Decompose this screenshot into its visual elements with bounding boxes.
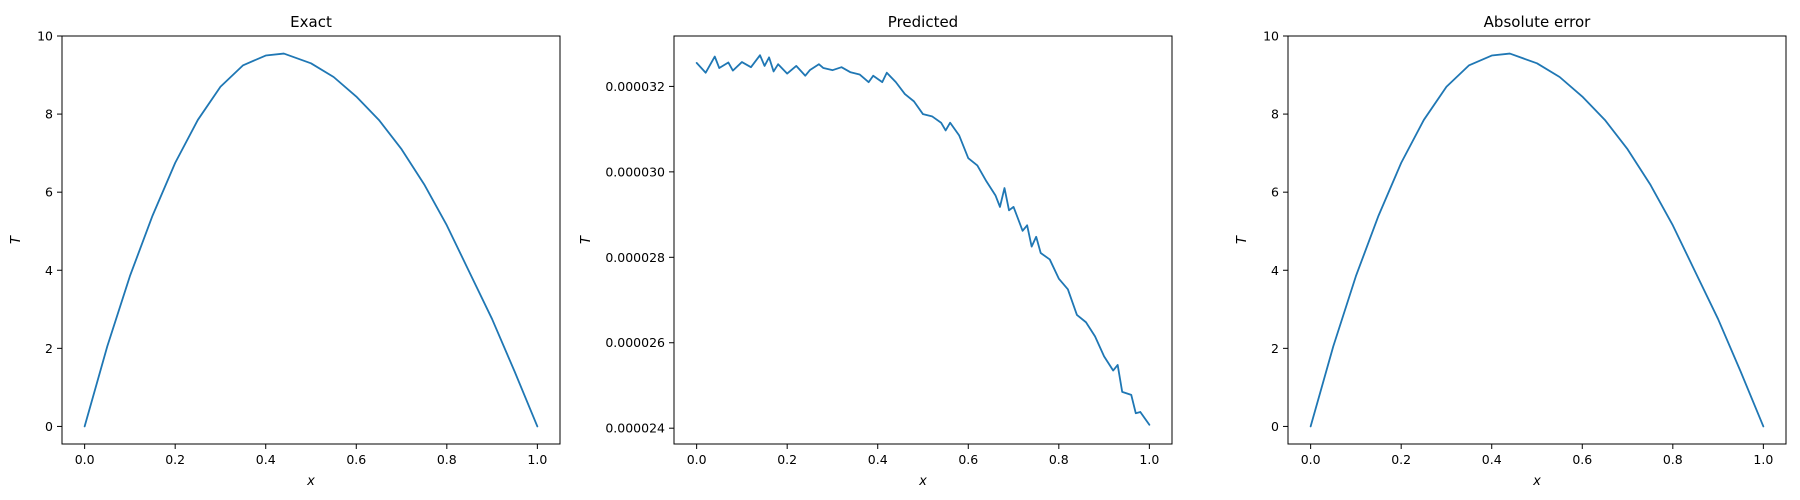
x-tick-label: 1.0 <box>527 452 547 467</box>
x-tick-label: 0.6 <box>346 452 366 467</box>
y-tick-label: 0.000030 <box>605 164 665 179</box>
x-tick-label: 0.8 <box>1663 452 1683 467</box>
y-axis-label: T <box>9 235 24 244</box>
y-tick-label: 0 <box>1271 419 1279 434</box>
x-tick-label: 0.0 <box>1301 452 1321 467</box>
chart-title: Predicted <box>888 13 958 31</box>
chart-title: Absolute error <box>1484 13 1591 31</box>
subplot-exact: 0.0 0.2 0.4 0.6 0.8 1.0 0 2 4 6 8 10 Exact x T <box>9 13 561 489</box>
plot-frame <box>61 35 561 445</box>
x-tick-label: 0.0 <box>687 452 707 467</box>
y-axis-label: T <box>1235 235 1250 244</box>
x-axis-label: x <box>306 474 315 489</box>
y-tick-label: 8 <box>45 107 53 122</box>
series-line <box>83 52 539 428</box>
x-tick-label: 0.8 <box>1049 452 1069 467</box>
y-tick-label: 6 <box>45 185 53 200</box>
x-tick-label: 0.0 <box>75 452 95 467</box>
series-line <box>1309 52 1765 428</box>
y-tick-label: 2 <box>1271 341 1279 356</box>
y-tick-label: 4 <box>1271 263 1279 278</box>
y-tick-label: 6 <box>1271 185 1279 200</box>
y-tick-label: 0.000024 <box>605 421 665 436</box>
y-tick-label: 4 <box>45 263 53 278</box>
plot-frame <box>1287 35 1787 445</box>
x-tick-label: 0.8 <box>437 452 457 467</box>
y-tick-label: 0.000032 <box>605 79 665 94</box>
x-tick-label: 0.2 <box>165 452 185 467</box>
x-tick-label: 0.2 <box>777 452 797 467</box>
x-tick-label: 0.4 <box>256 452 276 467</box>
y-tick-label: 0.000026 <box>605 335 665 350</box>
x-tick-label: 1.0 <box>1753 452 1773 467</box>
y-tick-label: 0 <box>45 419 53 434</box>
x-tick-label: 1.0 <box>1139 452 1159 467</box>
y-tick-label: 10 <box>37 29 53 44</box>
x-axis-label: x <box>918 474 927 489</box>
x-tick-label: 0.6 <box>1572 452 1592 467</box>
y-tick-label: 10 <box>1263 29 1279 44</box>
x-tick-label: 0.6 <box>958 452 978 467</box>
plot-frame <box>673 35 1173 445</box>
chart-title: Exact <box>290 13 332 31</box>
y-axis-label: T <box>579 235 594 244</box>
x-axis-label: x <box>1532 474 1541 489</box>
subplot-predicted: 0.0 0.2 0.4 0.6 0.8 1.0 0.000024 0.000026 0.0000… <box>579 13 1173 489</box>
series-line <box>695 54 1151 426</box>
y-tick-label: 2 <box>45 341 53 356</box>
x-tick-label: 0.4 <box>868 452 888 467</box>
subplot-absolute-error: 0.0 0.2 0.4 0.6 0.8 1.0 0 2 4 6 8 10 Absolute error x… <box>1235 13 1787 489</box>
x-tick-label: 0.4 <box>1482 452 1502 467</box>
x-tick-label: 0.2 <box>1391 452 1411 467</box>
y-tick-label: 0.000028 <box>605 250 665 265</box>
y-tick-label: 8 <box>1271 107 1279 122</box>
